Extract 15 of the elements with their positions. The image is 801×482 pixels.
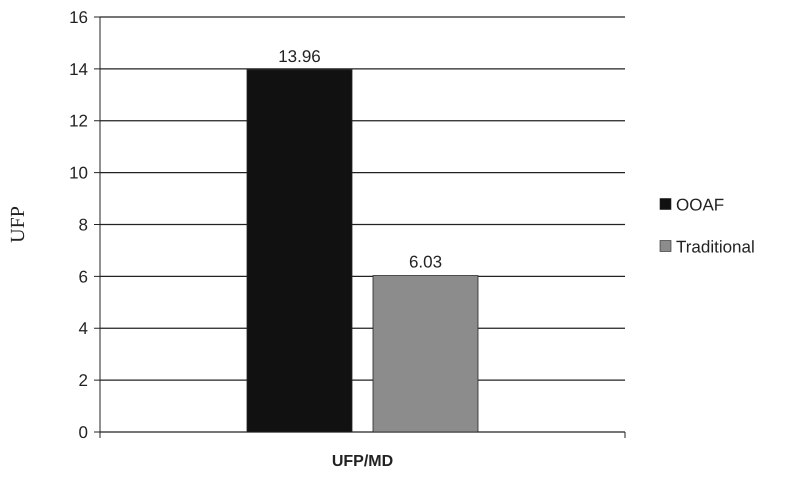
y-axis-title: UFP bbox=[7, 206, 29, 243]
y-tick-label: 2 bbox=[78, 371, 88, 390]
y-tick-label: 0 bbox=[78, 422, 88, 442]
y-tick-label: 16 bbox=[69, 8, 88, 27]
legend-label: Traditional bbox=[676, 237, 755, 256]
x-tick-label: UFP/MD bbox=[332, 453, 394, 470]
data-label: 13.96 bbox=[278, 46, 321, 66]
data-label: 6.03 bbox=[408, 252, 442, 272]
y-tick-label: 8 bbox=[78, 215, 88, 234]
legend-label: OOAF bbox=[676, 195, 724, 214]
y-tick-label: 4 bbox=[78, 319, 88, 338]
y-tick-label: 6 bbox=[78, 267, 88, 286]
y-tick-label: 14 bbox=[69, 60, 88, 79]
y-tick-label: 10 bbox=[69, 164, 88, 183]
y-tick-label: 12 bbox=[69, 112, 88, 131]
